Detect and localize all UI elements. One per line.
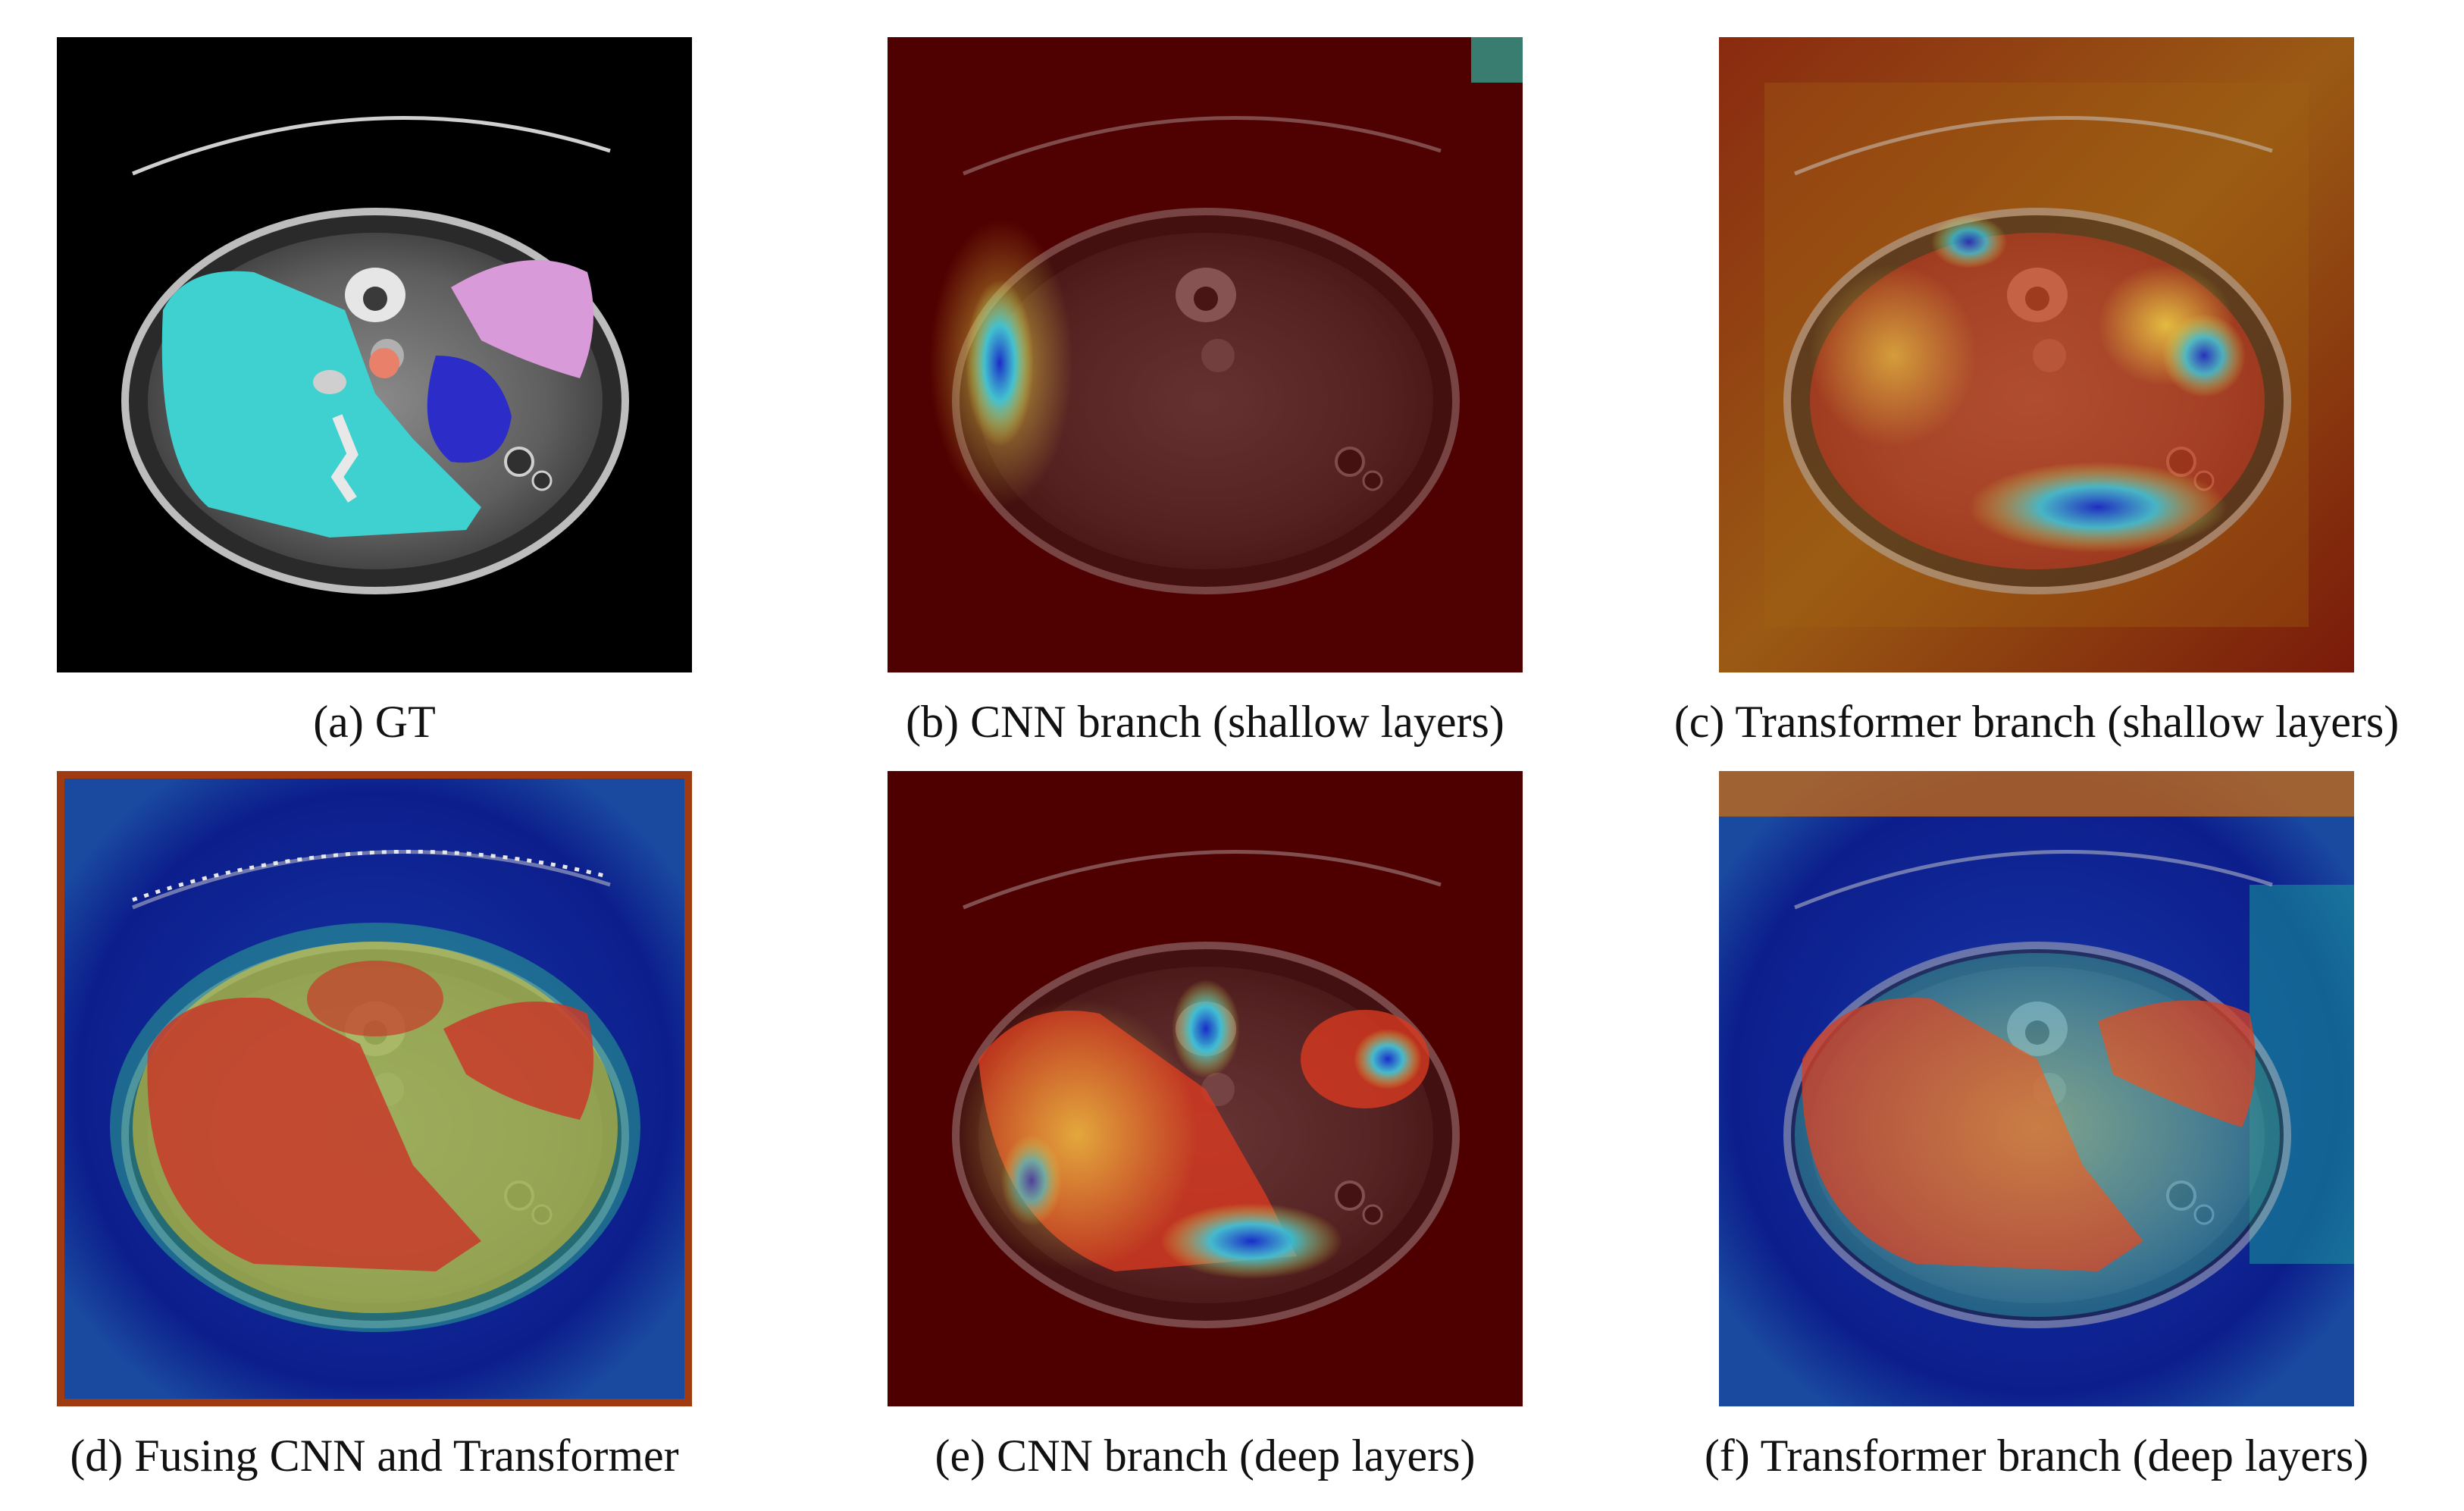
panel-a-ground-truth bbox=[57, 37, 692, 672]
liver-mask bbox=[161, 271, 481, 538]
panel-d-fusion bbox=[57, 771, 692, 1406]
caption-c: (c) Transformer branch (shallow layers) bbox=[1673, 697, 2400, 747]
caption-a: (a) GT bbox=[313, 697, 436, 747]
cnn-shallow-heatmap bbox=[888, 37, 1523, 672]
caption-b: (b) CNN branch (shallow layers) bbox=[906, 697, 1504, 747]
transformer-deep-heatmap bbox=[1719, 771, 2354, 1406]
fusion-heatmap bbox=[57, 771, 692, 1406]
panel-b-cnn-shallow bbox=[888, 37, 1523, 672]
spleen-mask bbox=[451, 260, 593, 378]
panel-f-transformer-deep bbox=[1719, 771, 2354, 1406]
panel-e-cnn-deep bbox=[888, 771, 1523, 1406]
caption-d: (d) Fusing CNN and Transformer bbox=[70, 1431, 679, 1481]
ground-truth-image bbox=[57, 37, 692, 672]
caption-f: (f) Transformer branch (deep layers) bbox=[1704, 1431, 2369, 1481]
stomach-mask bbox=[427, 356, 512, 463]
panel-c-transformer-shallow bbox=[1719, 37, 2354, 672]
cnn-deep-heatmap bbox=[888, 771, 1523, 1406]
transformer-shallow-heatmap bbox=[1719, 37, 2354, 672]
aorta-mask bbox=[369, 348, 399, 378]
caption-e: (e) CNN branch (deep layers) bbox=[935, 1431, 1476, 1481]
